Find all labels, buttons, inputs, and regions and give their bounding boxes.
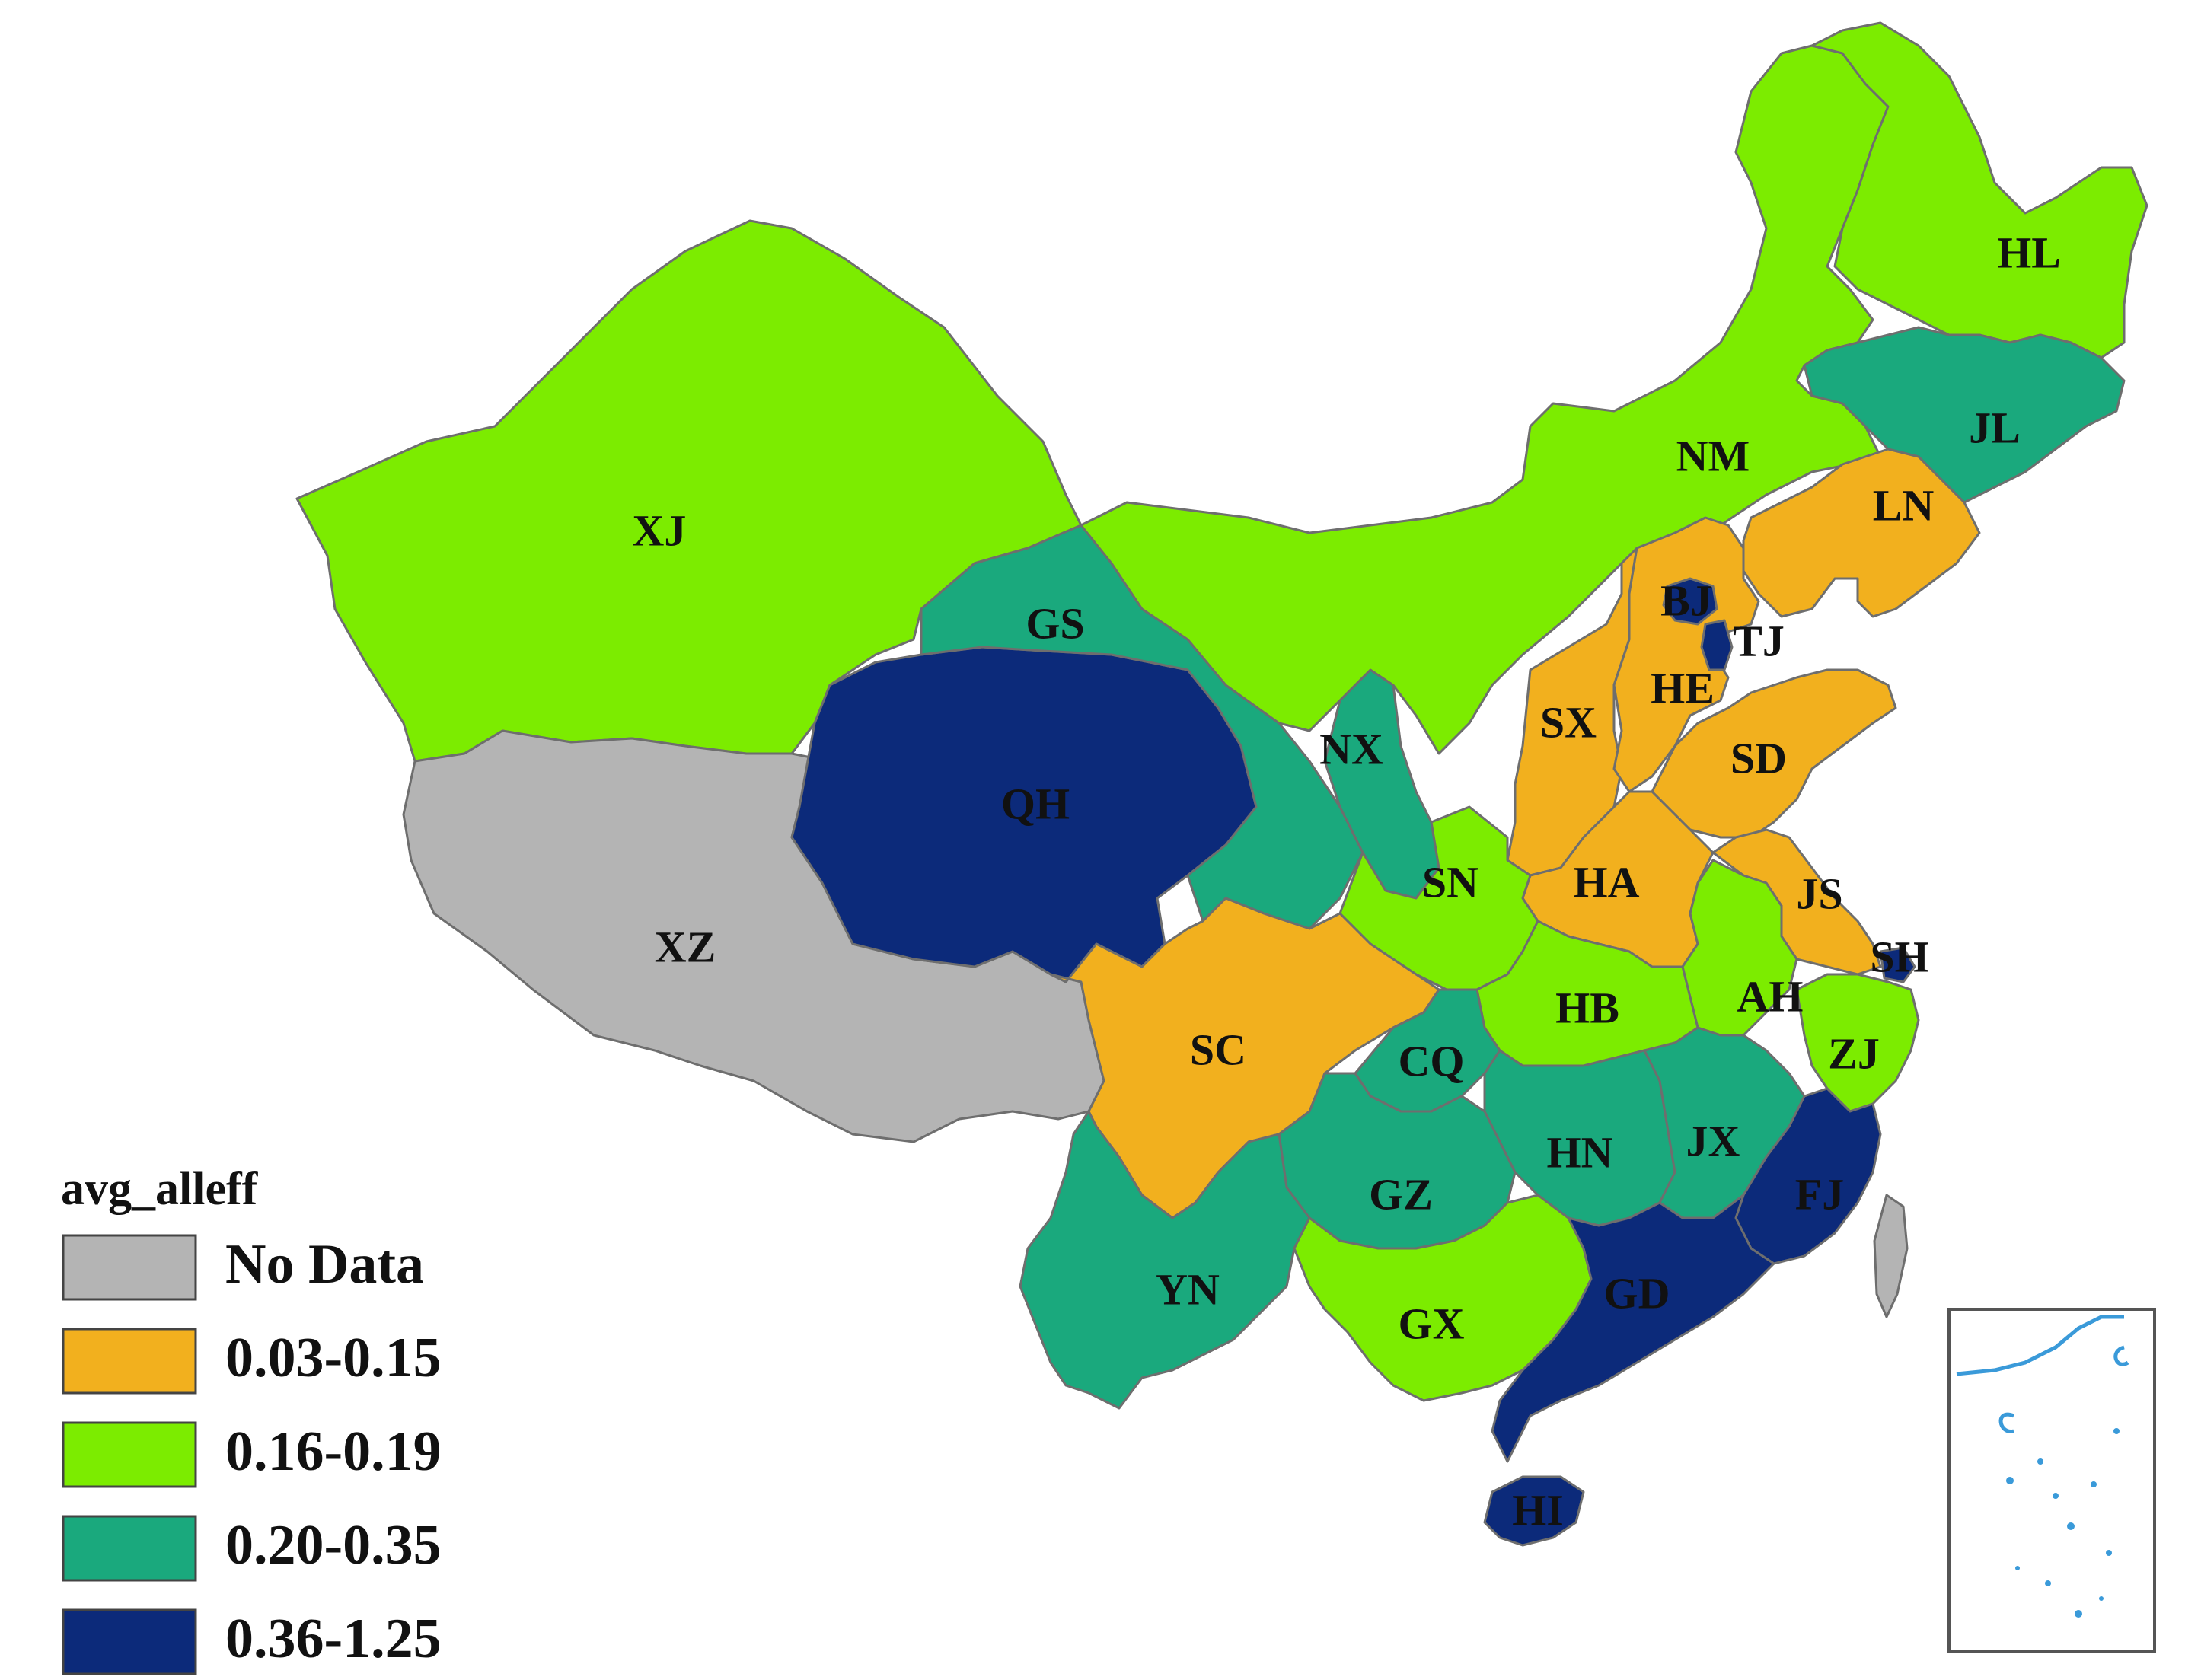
province-shape — [1491, 1194, 1775, 1463]
south-china-sea-inset — [1947, 1308, 2156, 1653]
province-label: GD — [1604, 1268, 1670, 1318]
legend-swatch — [62, 1234, 197, 1301]
province-label: SN — [1422, 857, 1478, 907]
legend-label: 0.20-0.35 — [225, 1514, 442, 1576]
province-label: TJ — [1733, 616, 1785, 665]
province-label: JS — [1796, 869, 1842, 918]
province-label: LN — [1873, 480, 1935, 530]
legend-swatch — [62, 1421, 197, 1488]
province-label: SH — [1870, 932, 1928, 981]
province-shape — [1879, 946, 1916, 983]
legend-label: No Data — [225, 1233, 424, 1296]
province-label: NM — [1676, 431, 1750, 480]
legend: avg_alleff No Data 0.03-0.15 0.16-0.19 0… — [61, 1163, 442, 1675]
taiwan-region — [1873, 1194, 1909, 1318]
province-label: XJ — [633, 505, 687, 555]
province-shape — [1742, 448, 1981, 618]
province-label: HN — [1547, 1127, 1613, 1177]
province-label: CQ — [1399, 1036, 1465, 1085]
legend-swatch — [62, 1328, 197, 1395]
province-label: GS — [1026, 598, 1084, 648]
legend-label: 0.03-0.15 — [225, 1327, 442, 1389]
province-label: HA — [1574, 857, 1640, 907]
legend-label: 0.16-0.19 — [225, 1420, 442, 1483]
province-label: GZ — [1369, 1169, 1433, 1219]
province-label: NX — [1319, 724, 1383, 773]
province-label: QH — [1001, 779, 1070, 828]
province-label: SD — [1730, 733, 1787, 783]
province-label: HE — [1651, 663, 1715, 712]
province-shape — [1662, 577, 1718, 626]
province-label: SC — [1190, 1025, 1246, 1074]
province-shape — [1019, 1110, 1311, 1410]
province-shape — [1803, 326, 2126, 504]
province-shape — [1700, 619, 1734, 671]
province-label: XZ — [655, 922, 716, 971]
legend-swatch — [62, 1608, 197, 1675]
legend-label: 0.36-1.25 — [225, 1608, 442, 1670]
province-shape — [1795, 973, 1920, 1113]
province-shape — [1681, 859, 1798, 1037]
province-label: FJ — [1795, 1169, 1844, 1219]
province-label: GX — [1399, 1299, 1465, 1348]
province-label: SX — [1540, 697, 1597, 747]
province-label: HB — [1555, 983, 1619, 1032]
province-label: HL — [1997, 228, 2061, 277]
legend-swatch — [62, 1515, 197, 1582]
province-label: JX — [1686, 1116, 1740, 1165]
province-shape — [1651, 668, 1897, 839]
province-label: AH — [1737, 971, 1804, 1021]
province-label: ZJ — [1828, 1028, 1880, 1078]
province-shape — [1612, 516, 1760, 793]
province-shape — [1483, 1475, 1585, 1547]
province-label: YN — [1156, 1264, 1220, 1314]
province-label: HI — [1512, 1485, 1564, 1535]
legend-title: avg_alleff — [61, 1163, 259, 1215]
province-label: JL — [1969, 403, 2021, 452]
province-label: BJ — [1660, 575, 1712, 625]
